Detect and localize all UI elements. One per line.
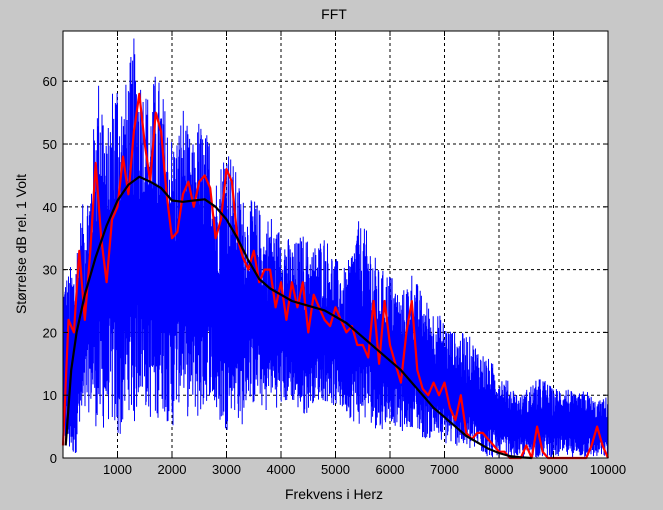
y-tick-label: 0 bbox=[50, 451, 57, 466]
y-tick-label: 60 bbox=[43, 74, 57, 89]
x-tick-label: 5000 bbox=[321, 462, 350, 477]
x-tick-label: 4000 bbox=[267, 462, 296, 477]
y-tick-label: 20 bbox=[43, 325, 57, 340]
x-axis-label: Frekvens i Herz bbox=[285, 486, 383, 502]
x-tick-label: 1000 bbox=[103, 462, 132, 477]
x-tick-label: 10000 bbox=[590, 462, 626, 477]
x-tick-label: 8000 bbox=[485, 462, 514, 477]
series-3-line bbox=[64, 175, 532, 460]
chart-title: FFT bbox=[321, 6, 347, 22]
x-tick-label: 6000 bbox=[376, 462, 405, 477]
y-tick-label: 10 bbox=[43, 388, 57, 403]
x-tick-label: 3000 bbox=[212, 462, 241, 477]
y-tick-label: 30 bbox=[43, 263, 57, 278]
x-tick-label: 2000 bbox=[158, 462, 187, 477]
x-tick-label: 7000 bbox=[430, 462, 459, 477]
y-tick-label: 50 bbox=[43, 137, 57, 152]
x-tick-label: 9000 bbox=[539, 462, 568, 477]
y-tick-label: 40 bbox=[43, 200, 57, 215]
y-axis-label: Størrelse dB rel. 1 Volt bbox=[13, 174, 29, 314]
series-1-line bbox=[62, 38, 609, 458]
ticks: 1000 2000 3000 4000 5000 6000 7000 8000 9000 1000… bbox=[43, 31, 626, 477]
